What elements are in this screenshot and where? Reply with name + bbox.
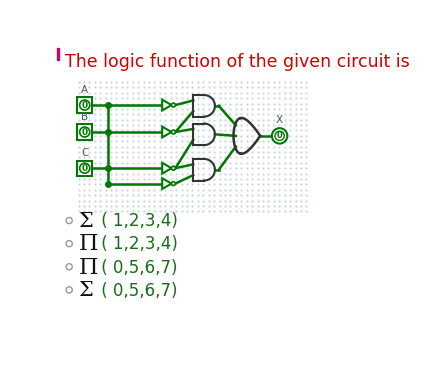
Text: Π: Π — [79, 256, 98, 279]
Text: The logic function of the given circuit is: The logic function of the given circuit … — [65, 53, 409, 71]
Bar — [77, 160, 92, 176]
Circle shape — [80, 100, 90, 110]
Circle shape — [80, 127, 90, 137]
Bar — [77, 124, 92, 140]
Text: 0: 0 — [82, 100, 88, 109]
Polygon shape — [162, 178, 171, 189]
Text: ( 0,5,6,7): ( 0,5,6,7) — [95, 282, 177, 300]
Circle shape — [275, 131, 284, 141]
Text: ( 1,2,3,4): ( 1,2,3,4) — [95, 212, 177, 230]
Text: 0: 0 — [82, 128, 88, 136]
Text: 0: 0 — [277, 131, 282, 140]
Text: Σ: Σ — [79, 212, 93, 231]
Bar — [57, 48, 59, 60]
Circle shape — [66, 241, 72, 247]
Text: C: C — [81, 148, 88, 158]
Circle shape — [171, 103, 175, 107]
Text: X: X — [276, 115, 283, 125]
Circle shape — [171, 166, 175, 170]
Circle shape — [171, 130, 175, 134]
Text: A: A — [81, 85, 88, 95]
Circle shape — [66, 264, 72, 270]
Text: Π: Π — [79, 233, 98, 255]
Text: 0: 0 — [82, 164, 88, 173]
Circle shape — [80, 163, 90, 173]
Circle shape — [272, 128, 287, 144]
Circle shape — [171, 182, 175, 186]
Bar — [77, 98, 92, 113]
Polygon shape — [162, 163, 171, 174]
Circle shape — [66, 287, 72, 293]
Polygon shape — [162, 100, 171, 111]
Text: ( 1,2,3,4): ( 1,2,3,4) — [95, 236, 177, 254]
Circle shape — [66, 217, 72, 223]
Text: ( 0,5,6,7): ( 0,5,6,7) — [95, 258, 177, 276]
Polygon shape — [162, 127, 171, 137]
Text: Σ: Σ — [79, 281, 93, 300]
Text: B: B — [81, 112, 88, 122]
